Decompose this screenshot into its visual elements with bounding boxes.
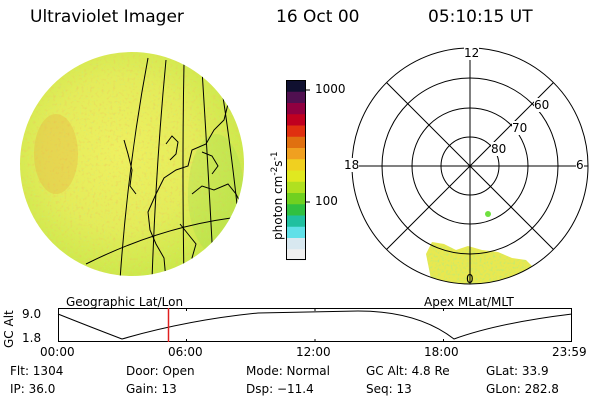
colorbar-segment (286, 136, 306, 148)
colorbar (286, 80, 310, 261)
info-gain: Gain: 13 (126, 382, 177, 396)
date-label: 16 Oct 00 (276, 7, 360, 27)
instrument-title: Ultraviolet Imager (30, 7, 184, 27)
y-min-label: 1.8 (22, 331, 42, 345)
info-mode: Mode: Normal (246, 364, 330, 378)
colorbar-segment (286, 203, 306, 216)
colorbar-segment (286, 226, 306, 238)
colorbar-segment (286, 237, 306, 250)
info-door: Door: Open (126, 364, 195, 378)
colorbar-segment (286, 170, 306, 182)
info-seq: Seq: 13 (366, 382, 412, 396)
colorbar-unit-label: photon cm-2s-1 (270, 151, 285, 240)
time-tick-1800: 18:00 (424, 345, 459, 359)
colorbar-segment (286, 248, 306, 261)
info-dsp: Dsp: −11.4 (246, 382, 314, 396)
time-tick-1200: 12:00 (296, 345, 331, 359)
mlat-label-80: 80 (491, 142, 507, 156)
info-ip: IP: 36.0 (10, 382, 56, 396)
time-tick-0000: 00:00 (40, 345, 75, 359)
info-gc-alt: GC Alt: 4.8 Re (366, 364, 450, 378)
time-label: 05:10:15 UT (428, 7, 533, 27)
mlat-label-70: 70 (512, 121, 528, 135)
mlt-label-0: 0 (466, 272, 474, 286)
colorbar-tick-1000: 1000 (315, 82, 346, 96)
mlt-label-6: 6 (576, 158, 584, 172)
mlt-label-12: 12 (464, 46, 480, 60)
time-tick-2359: 23:59 (552, 345, 587, 359)
time-tick-0600: 06:00 (168, 345, 203, 359)
colorbar-segment (286, 158, 306, 171)
colorbar-segment (286, 192, 306, 205)
colorbar-segment (286, 147, 306, 160)
colorbar-segment (286, 113, 306, 126)
mlat-label-60: 60 (534, 98, 550, 112)
polar-plot (351, 47, 589, 285)
colorbar-tick-100: 100 (315, 194, 338, 208)
colorbar-segment (286, 80, 306, 92)
altitude-timeline (57, 308, 573, 342)
y-max-label: 9.0 (22, 307, 42, 321)
colorbar-segment (286, 125, 306, 137)
colorbar-segment (286, 102, 306, 115)
gc-alt-axis-title: GC Alt (2, 310, 16, 348)
colorbar-segment (286, 181, 306, 193)
apex-label: Apex MLat/MLT (424, 295, 514, 309)
info-flt: Flt: 1304 (10, 364, 64, 378)
mlt-label-18: 18 (344, 158, 360, 172)
globe-image (20, 52, 244, 276)
info-glat: GLat: 33.9 (486, 364, 549, 378)
colorbar-segment (286, 91, 306, 103)
colorbar-segment (286, 215, 306, 227)
geographic-label: Geographic Lat/Lon (66, 295, 184, 309)
info-glon: GLon: 282.8 (486, 382, 559, 396)
